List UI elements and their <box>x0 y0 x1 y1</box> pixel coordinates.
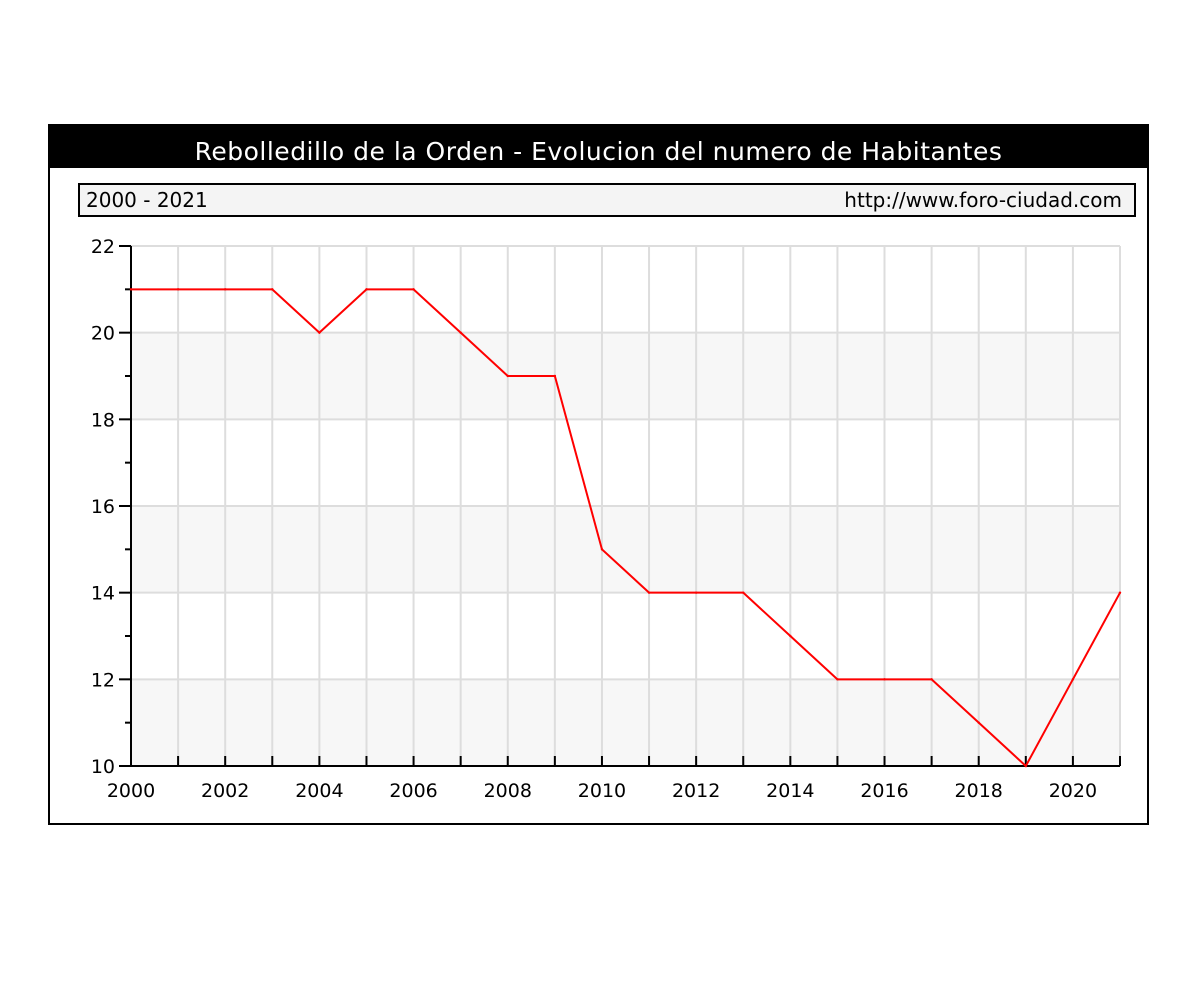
x-tick-label: 2000 <box>107 780 155 802</box>
data-point <box>836 678 839 681</box>
y-tick-label: 22 <box>91 236 115 258</box>
band <box>131 246 1120 333</box>
data-point <box>742 591 745 594</box>
y-tick-label: 14 <box>91 583 115 605</box>
x-tick-label: 2018 <box>955 780 1003 802</box>
data-point <box>506 374 509 378</box>
series-line <box>131 288 1121 768</box>
band <box>131 332 1120 420</box>
x-tick-label: 2010 <box>578 780 626 802</box>
data-point <box>789 634 792 638</box>
x-tick-label: 2016 <box>860 780 908 802</box>
x-tick-label: 2020 <box>1049 780 1097 802</box>
x-tick-labels: 2000 2002 2004 2006 2008 2010 2012 2014 2016 2018… <box>107 780 1097 802</box>
data-point <box>883 678 886 681</box>
data-point <box>459 331 462 334</box>
data-point <box>1118 591 1122 594</box>
series-layer <box>129 288 1122 768</box>
x-tick-label: 2014 <box>766 780 814 802</box>
chart-title: Rebolledillo de la Orden - Evolucion del… <box>50 126 1147 168</box>
data-point <box>553 374 557 378</box>
data-point <box>129 288 133 291</box>
grid-lines <box>130 245 1121 767</box>
x-tick-label: 2006 <box>389 780 437 802</box>
y-tick-label: 16 <box>91 496 115 518</box>
line-chart: 2000 2002 2004 2006 2008 2010 2012 2014 2016 2018… <box>91 236 1122 802</box>
data-point <box>223 288 227 291</box>
band <box>131 679 1120 766</box>
tick-marks <box>119 245 1121 767</box>
band <box>131 592 1120 680</box>
band <box>131 419 1120 506</box>
source-url: http://www.foro-ciudad.com <box>844 188 1122 212</box>
x-tick-label: 2008 <box>484 780 532 802</box>
y-tick-label: 18 <box>91 409 115 431</box>
band <box>131 506 1120 593</box>
data-point <box>647 591 651 594</box>
data-point <box>1024 764 1028 768</box>
data-point <box>694 591 698 594</box>
data-point <box>271 288 274 291</box>
data-point <box>600 548 604 551</box>
y-tick-labels: 10 12 14 16 18 20 22 <box>91 236 115 778</box>
y-tick-label: 12 <box>91 669 115 691</box>
data-point <box>176 288 180 291</box>
y-tick-label: 10 <box>91 756 115 778</box>
data-point <box>1071 678 1075 681</box>
x-tick-label: 2002 <box>201 780 249 802</box>
x-tick-label: 2004 <box>295 780 343 802</box>
x-tick-label: 2012 <box>672 780 720 802</box>
data-point <box>318 331 321 334</box>
data-point <box>412 288 415 291</box>
info-bar: 2000 - 2021 http://www.foro-ciudad.com <box>78 183 1136 217</box>
data-point <box>930 678 933 681</box>
year-range-label: 2000 - 2021 <box>86 188 208 212</box>
y-tick-label: 20 <box>91 323 115 345</box>
chart-frame: Rebolledillo de la Orden - Evolucion del… <box>48 124 1149 825</box>
data-point <box>365 288 368 291</box>
background-bands <box>131 246 1120 766</box>
data-point <box>977 721 980 724</box>
